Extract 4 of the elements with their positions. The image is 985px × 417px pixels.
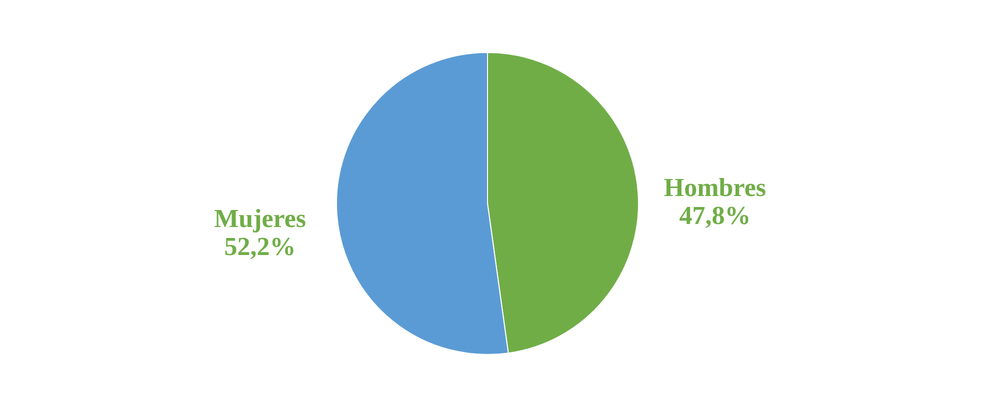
data-label: 47,8%	[679, 200, 751, 230]
slice-label: Hombres	[664, 172, 766, 202]
slice-label: Mujeres	[214, 204, 306, 234]
data-label: 52,2%	[224, 232, 296, 262]
